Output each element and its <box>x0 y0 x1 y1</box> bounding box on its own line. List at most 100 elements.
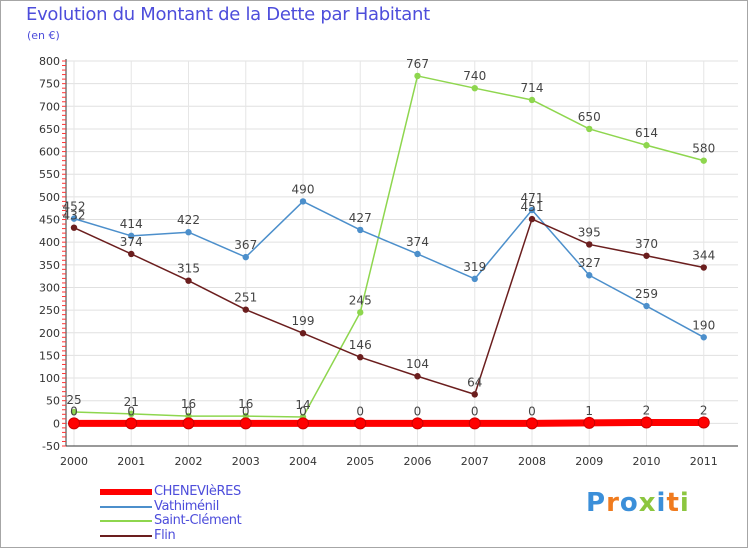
data-label: 25 <box>66 393 81 407</box>
x-tick-label: 2009 <box>575 455 603 468</box>
y-tick-label: 50 <box>46 395 60 408</box>
data-point <box>239 417 252 430</box>
data-point <box>586 241 593 248</box>
data-point <box>70 408 78 416</box>
y-tick-label: 500 <box>39 191 60 204</box>
series-line <box>73 200 705 339</box>
data-point <box>526 417 538 430</box>
data-point <box>700 264 707 271</box>
data-label: 650 <box>578 110 601 124</box>
x-tick-label: 2007 <box>461 455 489 468</box>
data-label: 740 <box>463 69 486 83</box>
chart-subtitle: (en €) <box>27 29 60 42</box>
logo-letter: r <box>606 488 620 518</box>
y-tick-label: 350 <box>39 259 60 272</box>
data-point <box>586 272 593 279</box>
data-point <box>640 416 653 429</box>
data-label: 327 <box>578 256 601 270</box>
data-label: 395 <box>578 225 601 239</box>
logo-letter: x <box>638 488 657 518</box>
data-point <box>128 232 135 240</box>
data-point <box>185 229 192 236</box>
legend-swatch <box>100 534 152 537</box>
y-tick-label: 750 <box>39 78 60 91</box>
data-point <box>70 224 78 231</box>
data-point <box>357 309 364 316</box>
data-label: 714 <box>521 81 544 95</box>
y-tick-label: 250 <box>39 304 60 317</box>
series-line <box>73 75 705 418</box>
data-label: 0 <box>299 404 307 418</box>
data-point <box>297 417 309 430</box>
data-point <box>643 252 650 259</box>
data-point <box>414 373 421 380</box>
data-label: 367 <box>234 238 257 252</box>
y-tick-label: 150 <box>39 349 60 362</box>
data-label: 199 <box>292 314 315 328</box>
data-point <box>128 250 135 258</box>
data-label: 259 <box>635 287 658 301</box>
legend-label: Saint-Clément <box>154 513 242 528</box>
data-label: 0 <box>242 404 250 418</box>
y-tick-label: 650 <box>39 123 60 136</box>
data-label: 245 <box>349 293 372 307</box>
legend-label: CHENEVIèRES <box>154 484 241 499</box>
data-point <box>357 354 364 361</box>
x-tick-label: 2008 <box>518 455 546 468</box>
data-point <box>125 417 138 430</box>
data-point <box>471 84 478 92</box>
data-point <box>471 275 478 283</box>
data-point <box>700 157 707 164</box>
logo-letter: i <box>679 488 690 518</box>
logo-letter: t <box>666 488 680 518</box>
x-tick-label: 2001 <box>117 455 145 468</box>
data-label: 190 <box>692 318 715 332</box>
x-tick-label: 2006 <box>404 455 432 468</box>
legend-swatch <box>100 505 152 508</box>
data-point <box>528 206 536 214</box>
data-label: 64 <box>467 375 482 389</box>
data-label: 0 <box>414 404 422 418</box>
data-point <box>583 416 596 429</box>
data-label: 432 <box>63 209 86 223</box>
data-point <box>354 417 367 430</box>
data-point <box>414 72 421 80</box>
data-label: 14 <box>295 398 310 412</box>
plot-area <box>66 61 738 446</box>
data-point <box>697 416 710 429</box>
data-point <box>528 96 536 104</box>
data-point <box>411 417 424 430</box>
data-point <box>242 253 249 261</box>
x-tick-label: 2004 <box>289 455 317 468</box>
series-line <box>73 218 705 396</box>
data-label: 580 <box>692 142 715 156</box>
y-tick-label: 400 <box>39 236 60 249</box>
x-tick-label: 2000 <box>60 455 88 468</box>
y-tick-label: 700 <box>39 100 60 113</box>
data-label: 767 <box>406 57 429 71</box>
logo-letter: P <box>586 488 607 518</box>
data-label: 2 <box>700 403 708 417</box>
data-label: 422 <box>177 213 200 227</box>
data-point <box>643 302 650 310</box>
data-label: 374 <box>120 235 143 249</box>
data-label: 0 <box>185 404 193 418</box>
y-tick-label: 600 <box>39 146 60 159</box>
data-label: 21 <box>124 395 139 409</box>
y-tick-label: 300 <box>39 281 60 294</box>
x-tick-label: 2003 <box>232 455 260 468</box>
data-label: 0 <box>70 404 78 418</box>
y-tick-label: 450 <box>39 214 60 227</box>
legend-label: Flin <box>154 527 176 543</box>
x-tick-label: 2002 <box>175 455 203 468</box>
y-tick-label: 0 <box>53 417 60 430</box>
y-tick-label: 200 <box>39 327 60 340</box>
data-label: 471 <box>521 191 544 205</box>
data-point <box>128 410 135 418</box>
data-label: 16 <box>181 397 196 411</box>
data-point <box>468 417 481 430</box>
data-label: 414 <box>120 217 143 231</box>
data-point <box>528 215 536 223</box>
legend-swatch <box>100 489 152 495</box>
